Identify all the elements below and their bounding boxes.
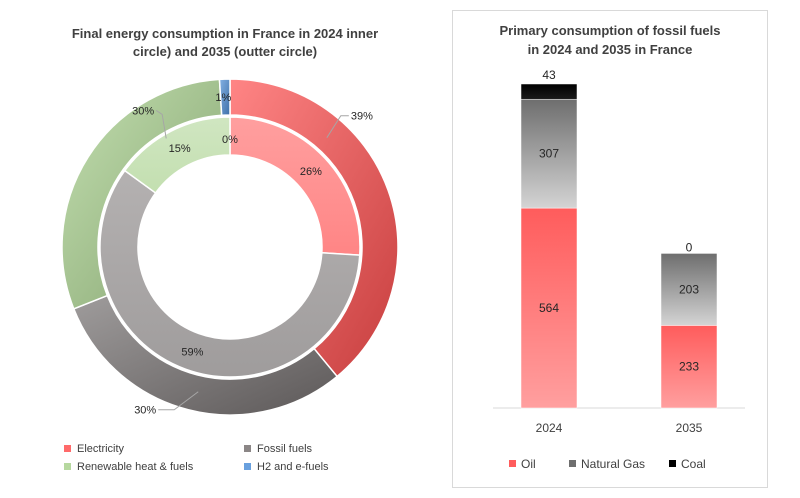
fossil-fuels-bar-chart: Primary consumption of fossil fuels in 20… (452, 10, 768, 488)
bar-value-coal-2035: 0 (686, 240, 693, 254)
legend-swatch-electricity (64, 445, 71, 452)
outer-ring-segment-electricity (229, 78, 399, 378)
outer-leader-electricity (326, 115, 349, 138)
inner-ring-segment-renewable-heat-fuels (123, 116, 231, 194)
legend-label-coal: Coal (681, 457, 706, 471)
x-tick-2024: 2024 (536, 421, 563, 435)
legend-label-renewable-heat-fuels: Renewable heat & fuels (77, 461, 194, 473)
donut-chart-svg: Final energy consumption in France in 20… (61, 26, 399, 473)
inner-label-h2-and-e-fuels: 0% (222, 134, 238, 146)
bar-natural-gas-2024 (520, 98, 578, 209)
inner-label-fossil-fuels: 59% (181, 346, 203, 358)
legend-swatch-natural-gas (569, 460, 576, 467)
bar-oil-2035 (660, 325, 718, 409)
bar-natural-gas-2035 (660, 253, 718, 326)
bar-coal-2024 (520, 83, 578, 100)
bar-title-line: in 2024 and 2035 in France (528, 42, 693, 57)
bar-value-natural-gas-2035: 203 (679, 282, 699, 296)
donut-title-line: circle) and 2035 (outter circle) (133, 44, 317, 59)
outer-label-h2-and-e-fuels: 1% (215, 92, 231, 104)
outer-leader-fossil-fuels (158, 391, 199, 411)
outer-label-renewable-heat-fuels: 30% (132, 105, 154, 117)
outer-label-fossil-fuels: 30% (134, 405, 156, 417)
legend-swatch-coal (669, 460, 676, 467)
inner-label-renewable-heat-fuels: 15% (169, 143, 191, 155)
bar-value-oil-2035: 233 (679, 360, 699, 374)
x-tick-2035: 2035 (676, 421, 703, 435)
bar-chart-svg: Primary consumption of fossil fuels in 20… (493, 23, 745, 471)
legend-swatch-renewable-heat-fuels (64, 463, 71, 470)
outer-leader-renewable (155, 109, 167, 139)
bar-value-oil-2024: 564 (539, 301, 559, 315)
outer-label-electricity: 39% (351, 111, 373, 123)
inner-label-electricity: 26% (300, 166, 322, 178)
legend-label-natural-gas: Natural Gas (581, 457, 645, 471)
outer-ring-segment-h2-and-e-fuels (218, 78, 231, 117)
legend-label-h2-and-e-fuels: H2 and e-fuels (257, 461, 329, 473)
inner-ring-segment-fossil-fuels (99, 169, 361, 378)
legend-swatch-fossil-fuels (244, 445, 251, 452)
legend-label-electricity: Electricity (77, 443, 125, 455)
energy-consumption-donut-chart: Final energy consumption in France in 20… (61, 26, 399, 473)
bar-title-line: Primary consumption of fossil fuels (499, 23, 720, 38)
legend-label-oil: Oil (521, 457, 536, 471)
donut-title-line: Final energy consumption in France in 20… (72, 26, 378, 41)
bar-value-coal-2024: 43 (542, 68, 556, 82)
legend-swatch-oil (509, 460, 516, 467)
legend-label-fossil-fuels: Fossil fuels (257, 443, 313, 455)
legend-swatch-h2-and-e-fuels (244, 463, 251, 470)
bar-oil-2024 (520, 207, 578, 409)
bar-value-natural-gas-2024: 307 (539, 147, 559, 161)
